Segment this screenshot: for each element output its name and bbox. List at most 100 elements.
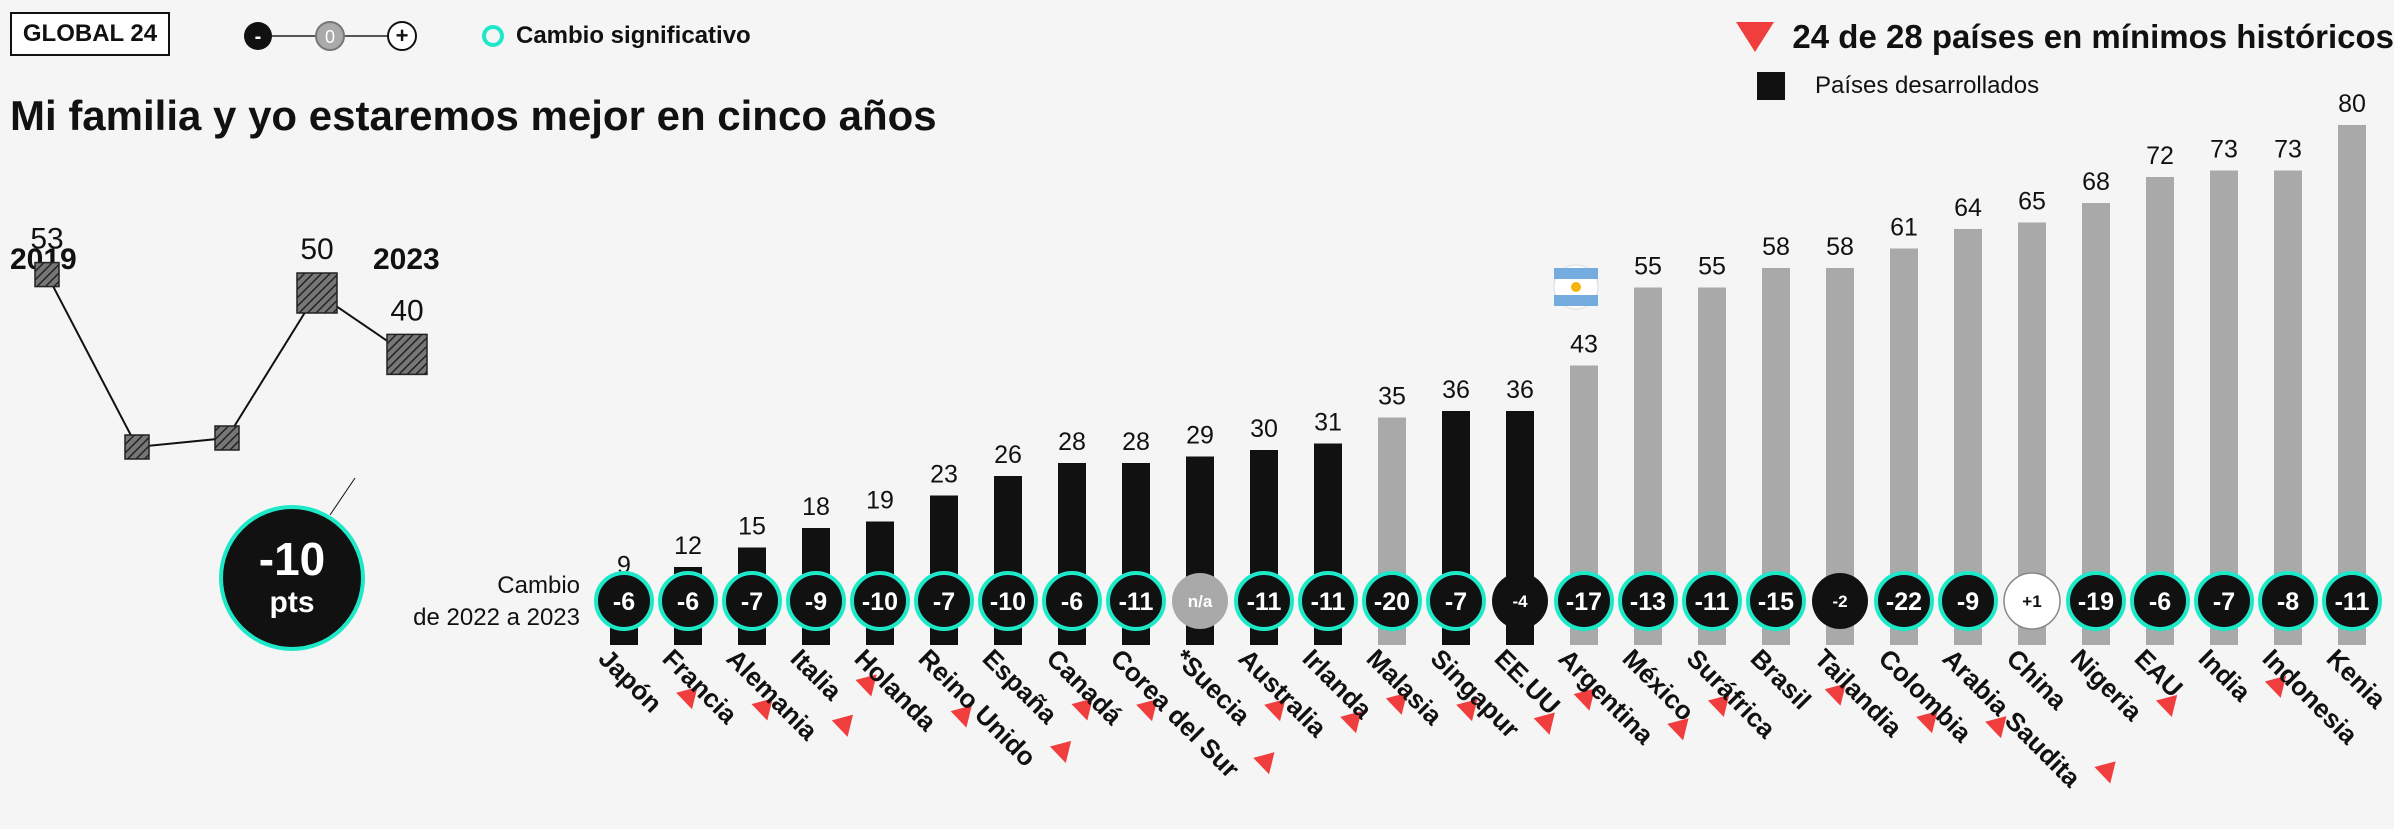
change-circle [1362,571,1422,631]
change-circle [1298,571,1358,631]
global-24-badge[interactable]: GLOBAL 24 [10,12,170,56]
trend-point [214,425,240,451]
record-low-triangle [950,705,972,728]
trend-point [124,434,150,460]
significant-change-legend: Cambio significativo [482,22,751,50]
change-value-label: -19 [2078,588,2114,616]
bar-value-label: 64 [1954,194,1982,222]
change-value-label: -8 [2277,588,2299,616]
bar-value-label: 28 [1122,428,1150,456]
bar-value-label: 55 [1698,253,1726,281]
scale-zero-marker [315,21,345,51]
trend-point [386,333,428,376]
change-value-label: -6 [613,588,635,616]
bar-value-label: 80 [2338,90,2366,118]
scale-zero-text: 0 [325,27,335,47]
change-value-label: -11 [2335,588,2370,616]
change-value-label: -13 [1630,588,1666,616]
change-value-label: -11 [1247,588,1282,616]
record-low-triangle [751,698,773,721]
change-circle [1172,573,1228,629]
significant-change-label: Cambio significativo [516,22,751,49]
bar-value-label: 36 [1506,376,1534,404]
bar-value-label: 18 [802,493,830,521]
bar-value-label: 73 [2210,136,2238,164]
scale-minus-marker [244,22,272,50]
trend-value-label: 50 [300,233,333,266]
flag-stripe-bottom [1554,295,1598,306]
change-circle [594,571,654,631]
bar-value-label: 61 [1890,214,1918,242]
bar-value-label: 15 [738,513,766,541]
year-end-label: 2023 [373,243,440,276]
trend-value-label: 53 [30,223,63,256]
record-low-triangle [1456,699,1478,722]
change-circle [2066,571,2126,631]
developed-legend: Países desarrollados [1757,72,2039,100]
trend-point [34,261,60,288]
change-axis-label-line2: de 2022 a 2023 [413,604,580,631]
record-low-triangle [1340,711,1362,734]
change-circle [850,571,910,631]
bar [2146,177,2174,645]
flag-sun [1571,282,1581,292]
change-value-label: -15 [1758,588,1794,616]
record-low-triangle [2094,761,2116,784]
bar-value-label: 19 [866,487,894,515]
bar-value-label: 12 [674,532,702,560]
change-circle [1106,571,1166,631]
change-value-label: -11 [1119,588,1154,616]
change-axis-label: Cambio de 2022 a 2023 [340,570,580,634]
change-circle [1554,571,1614,631]
change-value-label: n/a [1188,592,1213,611]
record-low-triangle [1253,752,1275,775]
record-low-triangle [1824,683,1846,706]
change-circles-group: -6 -6 -7 -9 -10 -7 -10 -6 -11 n/a -11 -11 -20 -7 -4 -17… [594,571,2382,631]
chart-title: Mi familia y yo estaremos mejor en cinco… [10,92,937,139]
change-value-label: -10 [862,588,898,616]
change-value-label: -17 [1566,588,1602,616]
change-value-label: -7 [1445,588,1467,616]
trend-line [46,274,408,449]
record-low-triangle [1385,692,1408,715]
bar-value-label: 43 [1570,331,1598,359]
developed-legend-label: Países desarrollados [1815,72,2040,99]
change-circle [1812,573,1868,629]
change-value-label: -7 [933,588,955,616]
bar-value-label: 28 [1058,428,1086,456]
bar-value-label: 58 [1762,233,1790,261]
global-change-circle [219,505,365,651]
bar-value-label: 73 [2274,136,2302,164]
change-value-label: -4 [1512,592,1528,611]
change-circle [2130,571,2190,631]
change-circle [658,571,718,631]
ring-icon [482,25,504,47]
change-circle [978,571,1038,631]
argentina-flag-icon [1553,264,1599,310]
change-circle [2258,571,2318,631]
scale-minus-text: - [255,26,262,48]
bar-value-label: 26 [994,441,1022,469]
change-circle [1746,571,1806,631]
global-change-unit: pts [270,586,315,619]
trend-value-label: 40 [390,294,423,327]
flag-stripe-top [1554,268,1598,279]
bar [2210,170,2238,645]
record-low-triangle [1573,688,1595,711]
record-low-triangle [676,687,698,710]
change-value-label: -7 [2213,588,2235,616]
change-circle [1042,571,1102,631]
change-scale-legend: - 0 + [244,21,417,51]
bar-value-label: 65 [2018,188,2046,216]
change-circle [914,571,974,631]
record-low-triangle [1136,699,1158,722]
bar-value-label: 30 [1250,415,1278,443]
change-circle [1426,571,1486,631]
record-low-triangle [1667,718,1689,741]
bar [2338,125,2366,645]
record-low-triangle [1985,716,2007,739]
developed-square-icon [1757,72,1785,100]
bar-value-label: 31 [1314,409,1342,437]
